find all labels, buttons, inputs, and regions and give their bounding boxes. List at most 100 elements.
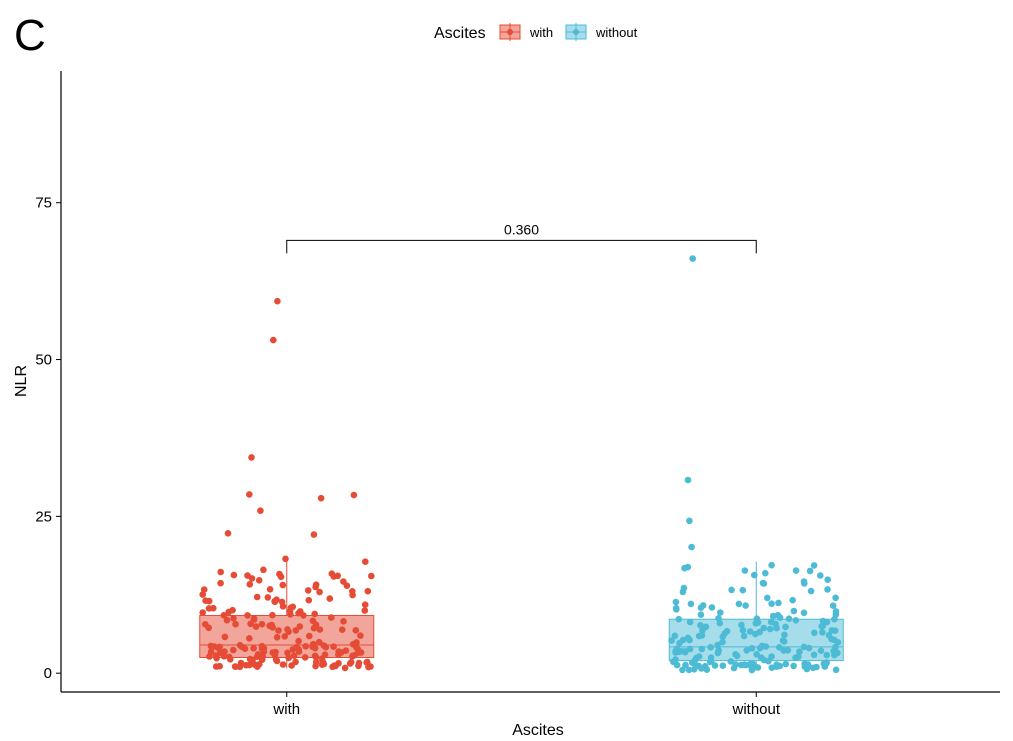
data-point (247, 620, 254, 628)
data-point (767, 618, 775, 626)
data-point (686, 618, 694, 626)
x-axis-title: Ascites (512, 722, 564, 739)
data-point (737, 661, 745, 669)
data-point (242, 661, 250, 669)
data-point (743, 647, 750, 654)
data-point (260, 566, 267, 574)
data-point (687, 600, 695, 608)
data-point (312, 583, 319, 591)
data-point (217, 579, 224, 587)
data-point (754, 664, 762, 671)
data-point (306, 632, 313, 640)
data-point (278, 598, 286, 606)
data-point (742, 602, 749, 609)
data-point (367, 663, 374, 670)
points-without (668, 255, 842, 674)
axes: 0 25 50 75 with without (35, 71, 1000, 718)
data-point (672, 604, 680, 612)
data-point (302, 643, 310, 650)
legend-title: Ascites (434, 25, 486, 42)
data-point (806, 567, 814, 575)
data-point (672, 598, 680, 606)
data-point (766, 625, 774, 633)
data-point (232, 620, 239, 628)
data-point (832, 594, 839, 602)
outlier-point (317, 494, 325, 502)
data-point (368, 572, 375, 580)
data-point (315, 638, 323, 646)
outlier-point (274, 297, 281, 305)
data-point (227, 656, 234, 663)
data-point (739, 626, 747, 634)
points-with (199, 297, 375, 672)
data-point (250, 645, 257, 652)
data-point (295, 648, 303, 655)
data-point (316, 588, 323, 596)
data-point (782, 623, 789, 631)
data-point (746, 628, 754, 635)
data-point (810, 651, 818, 659)
panel-label: C (14, 11, 46, 60)
data-point (223, 616, 231, 624)
data-point (205, 597, 213, 605)
data-point (281, 633, 289, 640)
data-point (714, 641, 721, 649)
data-point (259, 653, 267, 660)
data-point (330, 643, 337, 650)
data-point (831, 651, 838, 659)
data-point (361, 601, 369, 608)
data-point (236, 641, 244, 649)
y-tick-label: 25 (35, 508, 52, 525)
data-point (756, 644, 764, 652)
data-point (759, 579, 767, 587)
legend-label-with: with (529, 25, 553, 40)
data-point (832, 608, 840, 615)
y-tick-label: 0 (44, 665, 52, 682)
data-point (351, 652, 358, 659)
data-point (719, 662, 727, 669)
y-tick-label: 75 (35, 195, 52, 212)
data-point (823, 651, 830, 659)
data-point (824, 576, 831, 583)
data-point (697, 622, 704, 629)
data-point (675, 615, 683, 623)
data-point (200, 586, 208, 593)
data-point (230, 615, 237, 622)
data-point (728, 586, 735, 594)
data-point (246, 635, 253, 642)
data-point (682, 648, 689, 655)
data-point (310, 624, 318, 632)
data-point (320, 660, 328, 668)
data-point (748, 645, 756, 652)
data-point (340, 618, 347, 625)
data-point (364, 587, 372, 595)
outlier-point (684, 476, 692, 484)
data-point (253, 593, 261, 601)
x-tick-label: with (272, 701, 300, 718)
data-point (352, 627, 360, 634)
data-point (735, 600, 743, 608)
data-point (338, 626, 346, 633)
data-point (282, 555, 289, 563)
data-point (199, 609, 206, 616)
data-point (338, 649, 345, 656)
data-point (723, 627, 731, 635)
data-point (253, 653, 261, 660)
data-point (719, 638, 726, 646)
data-point (343, 582, 351, 589)
data-point (698, 645, 706, 653)
data-point (237, 659, 245, 667)
data-point (697, 611, 705, 618)
data-point (774, 611, 782, 619)
data-point (287, 611, 294, 618)
data-point (328, 614, 335, 621)
outlier-point (686, 517, 693, 525)
data-point (284, 649, 291, 657)
data-point (255, 577, 263, 584)
data-point (221, 633, 229, 641)
outlier-point (310, 531, 318, 538)
data-point (258, 620, 266, 628)
data-point (821, 663, 829, 670)
data-point (831, 627, 839, 634)
